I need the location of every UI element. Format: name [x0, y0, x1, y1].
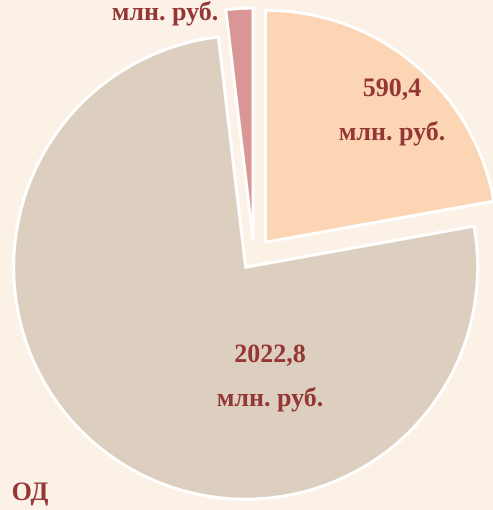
data-label-unit: млн. руб.: [112, 0, 219, 26]
pie-slice: [224, 6, 255, 241]
data-label-unit: млн. руб.: [339, 117, 446, 146]
annotation: ОД: [12, 477, 49, 506]
data-label: 590,4: [363, 73, 422, 102]
pie-slice: [264, 8, 493, 244]
data-label: 2022,8: [234, 339, 306, 368]
data-label-unit: млн. руб.: [217, 383, 324, 412]
pie-slice: [12, 35, 480, 501]
